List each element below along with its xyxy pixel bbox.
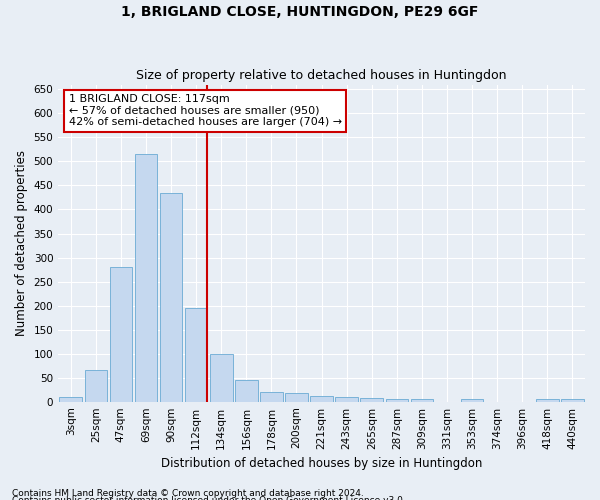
Text: 1, BRIGLAND CLOSE, HUNTINGDON, PE29 6GF: 1, BRIGLAND CLOSE, HUNTINGDON, PE29 6GF (121, 5, 479, 19)
Text: Contains HM Land Registry data © Crown copyright and database right 2024.: Contains HM Land Registry data © Crown c… (12, 488, 364, 498)
Bar (410, 400, 433, 402)
Title: Size of property relative to detached houses in Huntingdon: Size of property relative to detached ho… (136, 69, 507, 82)
Bar (285, 393, 308, 402)
Bar (160, 192, 182, 402)
Bar (310, 396, 333, 402)
Bar (561, 400, 584, 402)
Text: 1 BRIGLAND CLOSE: 117sqm
← 57% of detached houses are smaller (950)
42% of semi-: 1 BRIGLAND CLOSE: 117sqm ← 57% of detach… (69, 94, 342, 128)
Bar (210, 354, 233, 402)
Bar (386, 400, 408, 402)
Bar (59, 397, 82, 402)
Text: Contains public sector information licensed under the Open Government Licence v3: Contains public sector information licen… (12, 496, 406, 500)
Bar (335, 397, 358, 402)
Y-axis label: Number of detached properties: Number of detached properties (15, 150, 28, 336)
Bar (110, 267, 132, 402)
Bar (134, 154, 157, 402)
Bar (85, 370, 107, 402)
Bar (361, 398, 383, 402)
Bar (260, 392, 283, 402)
X-axis label: Distribution of detached houses by size in Huntingdon: Distribution of detached houses by size … (161, 457, 482, 470)
Bar (536, 400, 559, 402)
Bar (185, 308, 208, 402)
Bar (235, 380, 257, 402)
Bar (461, 400, 484, 402)
